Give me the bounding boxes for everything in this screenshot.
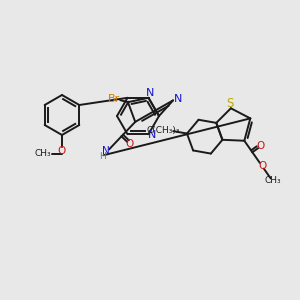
Text: N: N	[174, 94, 182, 104]
Text: N: N	[146, 88, 155, 98]
Text: H: H	[99, 152, 106, 161]
Text: C(CH₃)₃: C(CH₃)₃	[147, 126, 180, 135]
Text: O: O	[258, 161, 266, 171]
Text: N: N	[102, 146, 110, 156]
Text: CH₃: CH₃	[264, 176, 281, 185]
Text: O: O	[256, 142, 265, 152]
Text: CH₃: CH₃	[35, 149, 51, 158]
Text: N: N	[148, 130, 157, 140]
Text: O: O	[125, 139, 134, 149]
Text: S: S	[226, 97, 234, 110]
Text: Br: Br	[108, 94, 121, 104]
Text: O: O	[58, 146, 66, 155]
